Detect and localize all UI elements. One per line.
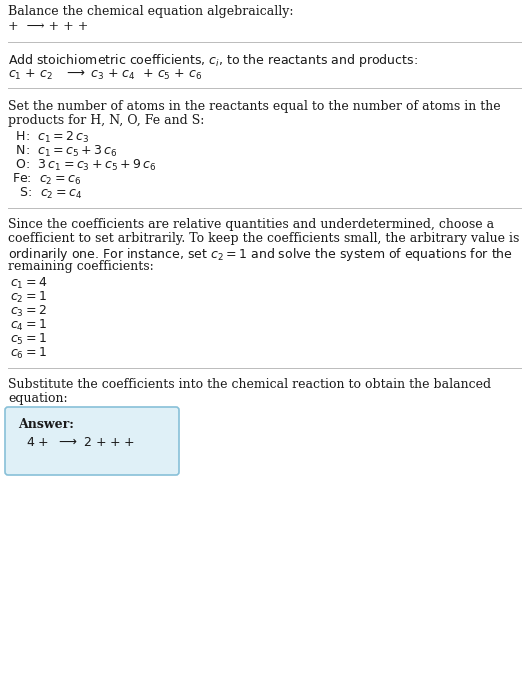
- Text: coefficient to set arbitrarily. To keep the coefficients small, the arbitrary va: coefficient to set arbitrarily. To keep …: [8, 232, 519, 245]
- FancyBboxPatch shape: [5, 407, 179, 475]
- Text: $c_2 = 1$: $c_2 = 1$: [10, 290, 47, 305]
- Text: Add stoichiometric coefficients, $c_i$, to the reactants and products:: Add stoichiometric coefficients, $c_i$, …: [8, 52, 418, 69]
- Text: N:  $c_1 = c_5 + 3\,c_6$: N: $c_1 = c_5 + 3\,c_6$: [12, 144, 117, 159]
- Text: Answer:: Answer:: [18, 418, 74, 431]
- Text: ordinarily one. For instance, set $c_2 = 1$ and solve the system of equations fo: ordinarily one. For instance, set $c_2 =…: [8, 246, 513, 263]
- Text: $c_5 = 1$: $c_5 = 1$: [10, 332, 47, 347]
- Text: $c_6 = 1$: $c_6 = 1$: [10, 346, 47, 361]
- Text: equation:: equation:: [8, 392, 68, 405]
- Text: H:  $c_1 = 2\,c_3$: H: $c_1 = 2\,c_3$: [12, 130, 89, 145]
- Text: +  ⟶ + + +: + ⟶ + + +: [8, 20, 88, 33]
- Text: O:  $3\,c_1 = c_3 + c_5 + 9\,c_6$: O: $3\,c_1 = c_3 + c_5 + 9\,c_6$: [12, 158, 156, 173]
- Text: Fe:  $c_2 = c_6$: Fe: $c_2 = c_6$: [12, 172, 81, 187]
- Text: Since the coefficients are relative quantities and underdetermined, choose a: Since the coefficients are relative quan…: [8, 218, 494, 231]
- Text: $c_3 = 2$: $c_3 = 2$: [10, 304, 47, 319]
- Text: Balance the chemical equation algebraically:: Balance the chemical equation algebraica…: [8, 5, 294, 18]
- Text: 4 +  $\longrightarrow$ 2 + + +: 4 + $\longrightarrow$ 2 + + +: [26, 436, 136, 449]
- Text: $c_4 = 1$: $c_4 = 1$: [10, 318, 47, 333]
- Text: products for H, N, O, Fe and S:: products for H, N, O, Fe and S:: [8, 114, 204, 127]
- Text: $c_1$ + $c_2$   $\longrightarrow$ $c_3$ + $c_4$  + $c_5$ + $c_6$: $c_1$ + $c_2$ $\longrightarrow$ $c_3$ + …: [8, 68, 202, 82]
- Text: Set the number of atoms in the reactants equal to the number of atoms in the: Set the number of atoms in the reactants…: [8, 100, 500, 113]
- Text: S:  $c_2 = c_4$: S: $c_2 = c_4$: [12, 186, 82, 201]
- Text: remaining coefficients:: remaining coefficients:: [8, 260, 154, 273]
- Text: $c_1 = 4$: $c_1 = 4$: [10, 276, 48, 291]
- Text: Substitute the coefficients into the chemical reaction to obtain the balanced: Substitute the coefficients into the che…: [8, 378, 491, 391]
